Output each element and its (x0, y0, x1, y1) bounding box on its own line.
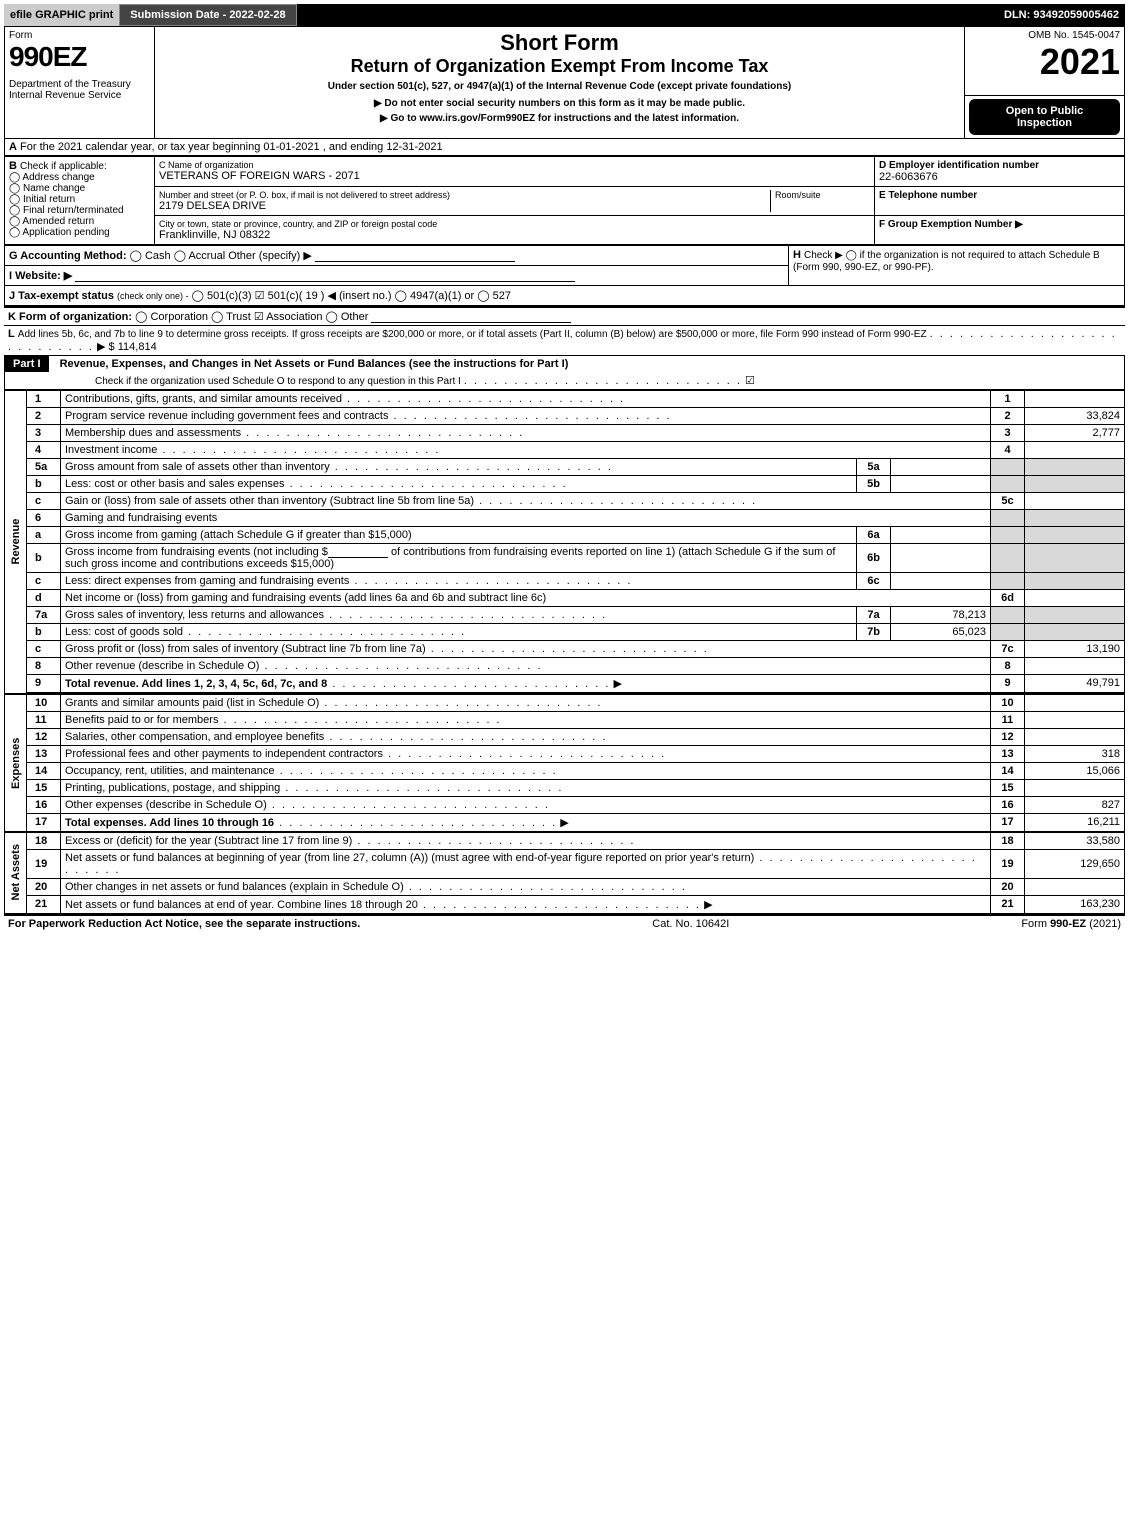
l-text: Add lines 5b, 6c, and 7b to line 9 to de… (18, 329, 927, 340)
line-5c: c Gain or (loss) from sale of assets oth… (5, 492, 1125, 509)
line-3: 3 Membership dues and assessments 3 2,77… (5, 424, 1125, 441)
revenue-side-label: Revenue (5, 390, 27, 694)
j-fine: (check only one) - (117, 291, 189, 301)
b-opt-1[interactable]: ◯ Name change (9, 183, 150, 194)
d-label: D Employer identification number (879, 160, 1120, 171)
line-18: Net Assets 18 Excess or (deficit) for th… (5, 832, 1125, 850)
line-6d: d Net income or (loss) from gaming and f… (5, 589, 1125, 606)
line-19: 19 Net assets or fund balances at beginn… (5, 849, 1125, 878)
c-city-label: City or town, state or province, country… (159, 219, 870, 229)
b-opt-2[interactable]: ◯ Initial return (9, 194, 150, 205)
footer-cat: Cat. No. 10642I (652, 918, 729, 930)
part1-checkbox[interactable]: ☑ (745, 375, 755, 387)
street-address: 2179 DELSEA DRIVE (159, 200, 770, 212)
ein-value: 22-6063676 (879, 171, 1120, 183)
h-text[interactable]: Check ▶ ◯ if the organization is not req… (793, 250, 1100, 273)
subtitle: Under section 501(c), 527, or 4947(a)(1)… (159, 81, 960, 92)
website-field[interactable] (75, 270, 575, 282)
line-12: 12 Salaries, other compensation, and emp… (5, 728, 1125, 745)
line-6b: b Gross income from fundraising events (… (5, 543, 1125, 572)
line-6a: a Gross income from gaming (attach Sched… (5, 526, 1125, 543)
line-20: 20 Other changes in net assets or fund b… (5, 878, 1125, 895)
line-14: 14 Occupancy, rent, utilities, and maint… (5, 762, 1125, 779)
line-6: 6 Gaming and fundraising events (5, 509, 1125, 526)
org-name: VETERANS OF FOREIGN WARS - 2071 (159, 170, 870, 182)
l-label: L (8, 328, 15, 340)
line-7a: 7a Gross sales of inventory, less return… (5, 606, 1125, 623)
k-options[interactable]: ◯ Corporation ◯ Trust ☑ Association ◯ Ot… (135, 311, 368, 323)
row-a-text: For the 2021 calendar year, or tax year … (20, 141, 443, 153)
b-opt-5[interactable]: ◯ Application pending (9, 227, 150, 238)
form-number: 990EZ (9, 41, 150, 73)
open-to-public-badge: Open to Public Inspection (969, 99, 1120, 135)
part1-check-text: Check if the organization used Schedule … (95, 376, 461, 387)
label-a: A (9, 141, 17, 153)
line-5a: 5a Gross amount from sale of assets othe… (5, 458, 1125, 475)
header-table: Form 990EZ Department of the Treasury In… (4, 26, 1125, 139)
line-10: Expenses 10 Grants and similar amounts p… (5, 694, 1125, 712)
omb-number: OMB No. 1545-0047 (969, 30, 1120, 41)
gross-receipts-value: 114,814 (118, 341, 157, 353)
line-6c: c Less: direct expenses from gaming and … (5, 572, 1125, 589)
b-opt-4[interactable]: ◯ Amended return (9, 216, 150, 227)
j-options[interactable]: ◯ 501(c)(3) ☑ 501(c)( 19 ) ◀ (insert no.… (192, 290, 511, 302)
g-options[interactable]: ◯ Cash ◯ Accrual Other (specify) ▶ (130, 250, 312, 262)
h-label: H (793, 249, 801, 261)
b-opt-3[interactable]: ◯ Final return/terminated (9, 205, 150, 216)
line-15: 15 Printing, publications, postage, and … (5, 779, 1125, 796)
expenses-side-label: Expenses (5, 694, 27, 832)
line-7c: c Gross profit or (loss) from sales of i… (5, 640, 1125, 657)
row-a: A For the 2021 calendar year, or tax yea… (4, 139, 1125, 156)
room-label: Room/suite (775, 190, 870, 200)
line-13: 13 Professional fees and other payments … (5, 745, 1125, 762)
part1-label: Part I (5, 356, 49, 372)
line-8: 8 Other revenue (describe in Schedule O)… (5, 657, 1125, 674)
k-label: K Form of organization: (8, 311, 132, 323)
line-5b: b Less: cost or other basis and sales ex… (5, 475, 1125, 492)
b-opt-0[interactable]: ◯ Address change (9, 172, 150, 183)
f-label: F Group Exemption Number ▶ (879, 219, 1120, 230)
bcdef-block: B Check if applicable: ◯ Address change … (4, 156, 1125, 245)
efile-print-label[interactable]: efile GRAPHIC print (4, 4, 119, 26)
city-state-zip: Franklinville, NJ 08322 (159, 229, 870, 241)
line-21: 21 Net assets or fund balances at end of… (5, 895, 1125, 913)
submission-date-pill: Submission Date - 2022-02-28 (119, 4, 296, 26)
line-16: 16 Other expenses (describe in Schedule … (5, 796, 1125, 813)
j-label: J Tax-exempt status (9, 290, 114, 302)
dln-label: DLN: 93492059005462 (998, 4, 1125, 26)
dept-label: Department of the Treasury Internal Reve… (9, 79, 150, 101)
goto-link[interactable]: ▶ Go to www.irs.gov/Form990EZ for instru… (159, 113, 960, 124)
b-check-label: Check if applicable: (20, 161, 107, 172)
line-1: Revenue 1 Contributions, gifts, grants, … (5, 390, 1125, 407)
footer-right: Form 990-EZ (2021) (1021, 918, 1121, 930)
footer-left: For Paperwork Reduction Act Notice, see … (8, 918, 360, 930)
ghijkl-block: G Accounting Method: ◯ Cash ◯ Accrual Ot… (4, 245, 1125, 306)
line-11: 11 Benefits paid to or for members 11 (5, 711, 1125, 728)
line-9: 9 Total revenue. Add lines 1, 2, 3, 4, 5… (5, 674, 1125, 692)
tax-year: 2021 (969, 41, 1120, 83)
line-7b: b Less: cost of goods sold 7b 65,023 (5, 623, 1125, 640)
part1-title: Revenue, Expenses, and Changes in Net As… (52, 358, 569, 370)
i-label: I Website: ▶ (9, 270, 72, 282)
line-2: 2 Program service revenue including gove… (5, 407, 1125, 424)
footer: For Paperwork Reduction Act Notice, see … (4, 914, 1125, 932)
ssn-warning: ▶ Do not enter social security numbers o… (159, 98, 960, 109)
e-label: E Telephone number (879, 190, 1120, 201)
label-b: B (9, 160, 17, 172)
form-word: Form (9, 30, 150, 41)
top-bar: efile GRAPHIC print Submission Date - 20… (4, 4, 1125, 26)
l-arrow: ▶ $ (97, 341, 118, 353)
main-title: Return of Organization Exempt From Incom… (159, 56, 960, 77)
line-17: 17 Total expenses. Add lines 10 through … (5, 813, 1125, 832)
short-form-title: Short Form (159, 30, 960, 56)
netassets-side-label: Net Assets (5, 832, 27, 914)
g-label: G Accounting Method: (9, 250, 127, 262)
c-name-label: C Name of organization (159, 160, 870, 170)
line-4: 4 Investment income 4 (5, 441, 1125, 458)
c-street-label: Number and street (or P. O. box, if mail… (159, 190, 770, 200)
lines-table: Revenue 1 Contributions, gifts, grants, … (4, 390, 1125, 914)
